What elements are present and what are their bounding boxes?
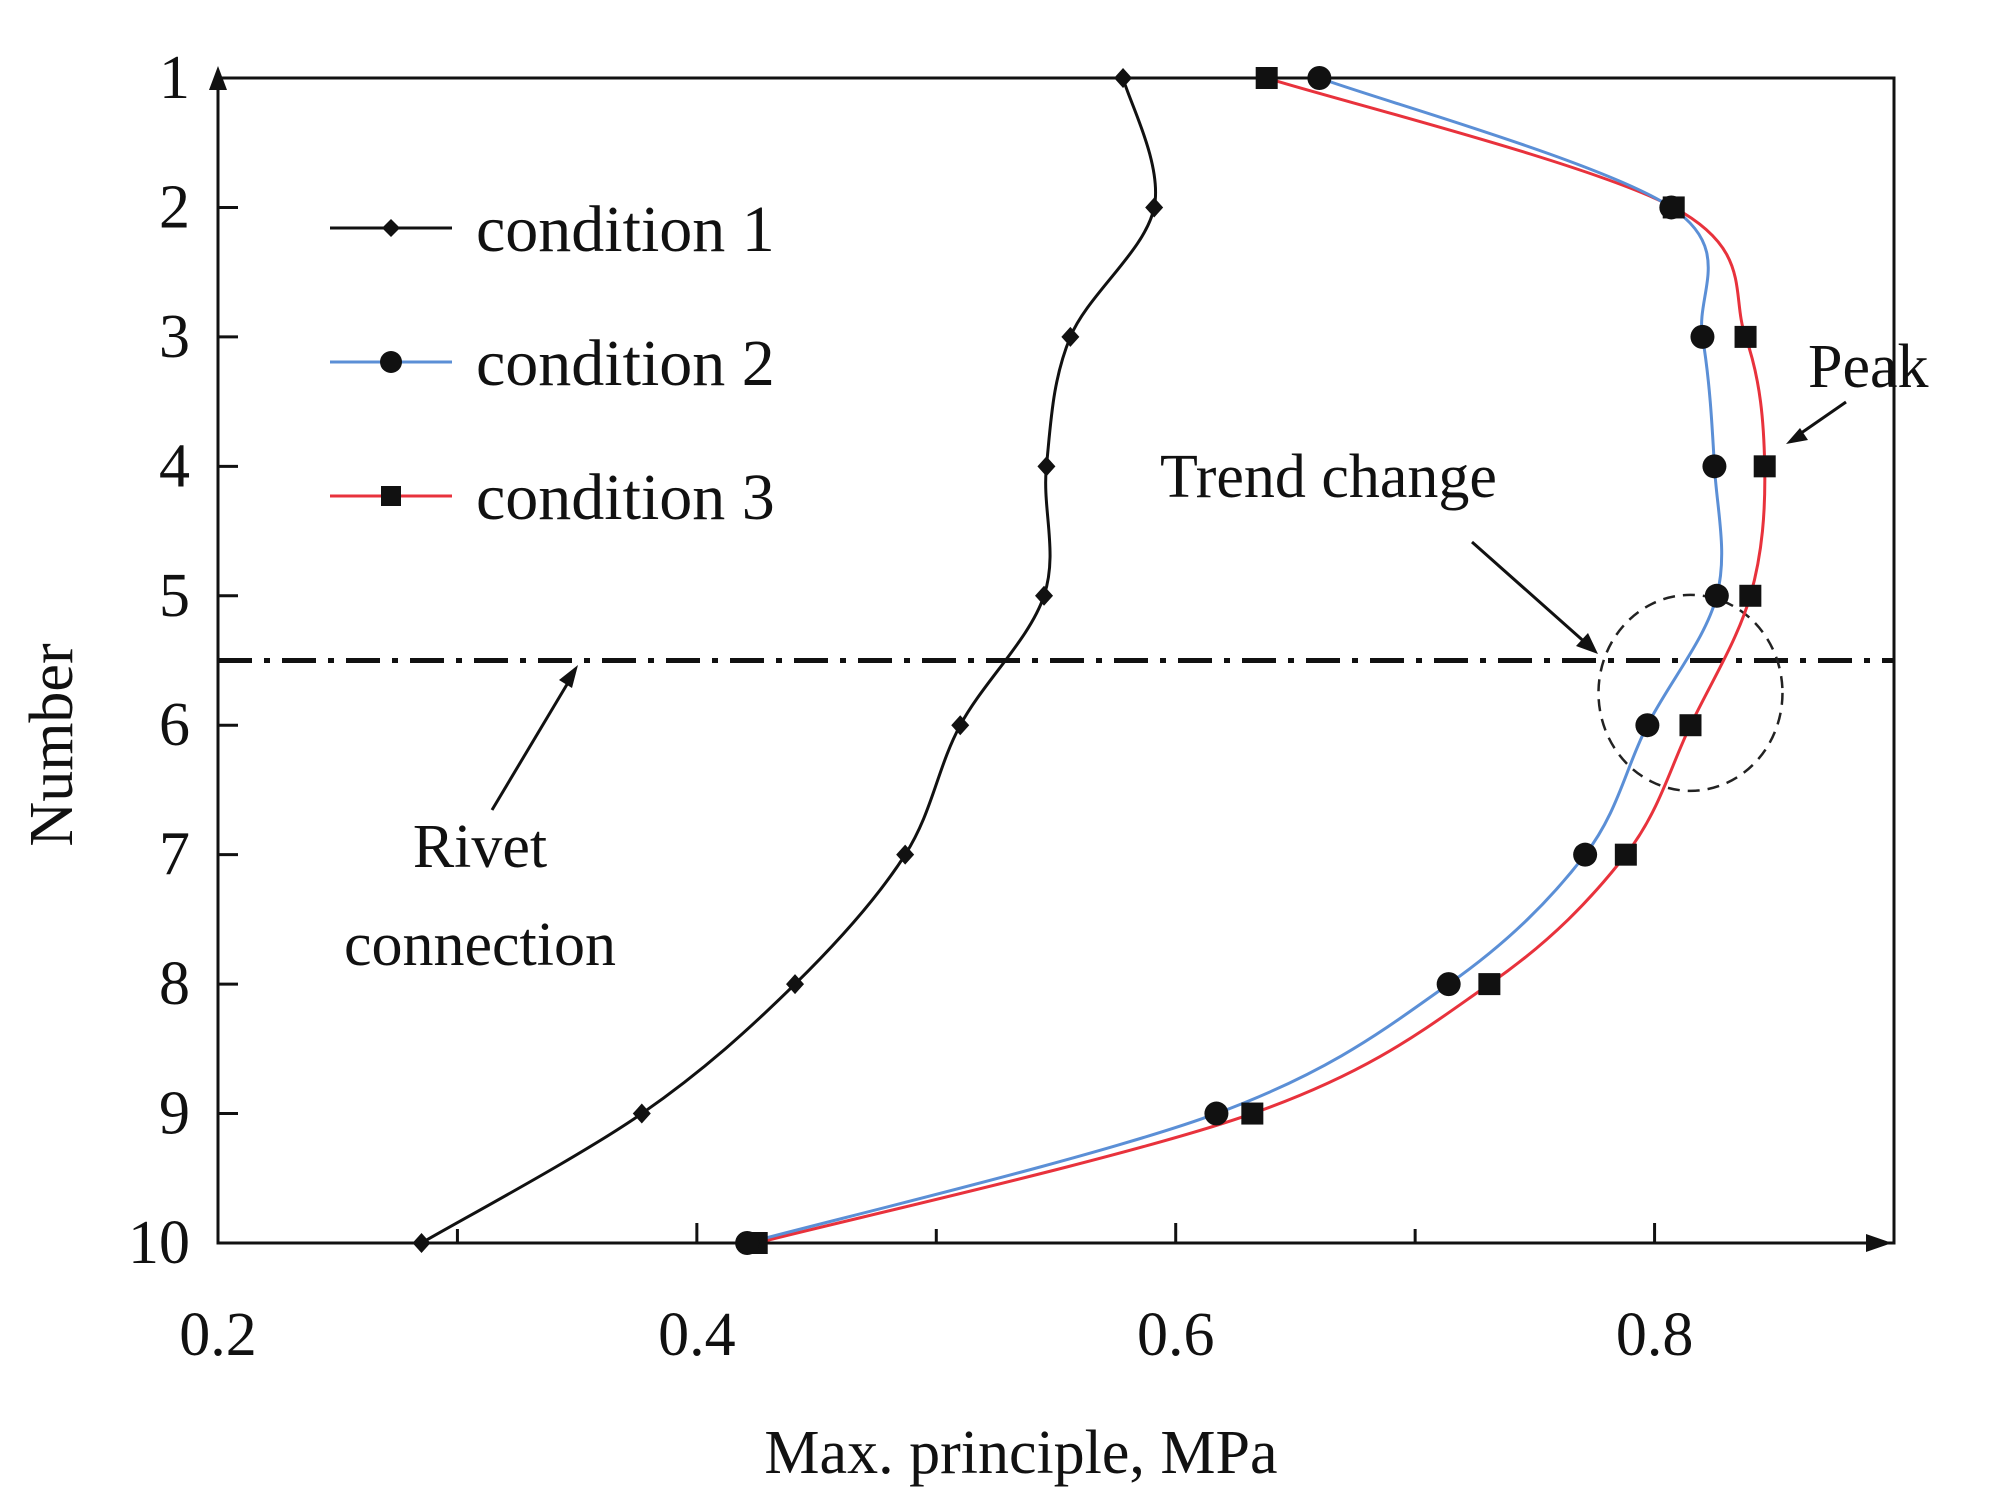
data-point-condition-3 xyxy=(1679,714,1702,737)
y-axis: 1 2 3 4 5 6 7 8 9 10 xyxy=(128,44,238,1277)
x-axis-title: Max. principle, MPa xyxy=(764,1419,1277,1487)
data-point-condition-1 xyxy=(1035,585,1054,606)
y-tick-label: 2 xyxy=(159,173,190,241)
data-point-condition-2 xyxy=(735,1231,760,1255)
data-point-condition-3 xyxy=(1739,584,1762,607)
data-point-condition-1 xyxy=(896,844,915,865)
y-axis-arrow xyxy=(209,66,227,1243)
rivet-arrow xyxy=(490,665,578,811)
legend-marker-diamond xyxy=(382,219,400,237)
series-line-condition-1 xyxy=(420,77,1157,1245)
data-point-condition-1 xyxy=(1061,326,1080,347)
x-axis-arrow xyxy=(1866,1234,1892,1252)
legend-item-condition-2: condition 2 xyxy=(330,327,775,400)
trend-change-arrow xyxy=(1471,540,1598,654)
data-point-condition-2 xyxy=(1635,713,1660,738)
y-tick-label: 9 xyxy=(159,1080,190,1148)
legend-marker-square xyxy=(381,486,401,506)
data-point-condition-1 xyxy=(1114,68,1133,88)
data-point-condition-3 xyxy=(1614,843,1637,866)
y-tick-label: 10 xyxy=(128,1209,190,1277)
data-point-condition-3 xyxy=(1753,455,1776,478)
trend-change-circle xyxy=(1597,593,1784,793)
data-point-condition-2 xyxy=(1690,324,1715,349)
x-tick-label: 0.2 xyxy=(179,1301,257,1369)
data-point-condition-2 xyxy=(1704,583,1729,608)
data-point-condition-1 xyxy=(1037,456,1056,477)
data-point-condition-2 xyxy=(1573,842,1598,867)
x-tick-label: 0.6 xyxy=(1137,1301,1215,1369)
data-point-condition-2 xyxy=(1436,972,1461,997)
annotation-peak: Peak xyxy=(1808,333,1929,401)
y-tick-label: 3 xyxy=(159,303,190,371)
data-point-condition-2 xyxy=(1204,1101,1229,1126)
legend-label-condition-3: condition 3 xyxy=(476,461,775,534)
data-point-condition-2 xyxy=(1307,66,1332,90)
legend-label-condition-2: condition 2 xyxy=(476,327,775,400)
data-point-condition-1 xyxy=(412,1233,431,1253)
annotation-rivet-line1: Rivet xyxy=(413,813,547,881)
annotation-rivet-line2: connection xyxy=(344,911,616,979)
data-point-condition-3 xyxy=(1734,325,1757,348)
data-point-condition-1 xyxy=(951,715,970,736)
data-point-condition-2 xyxy=(1702,454,1727,479)
x-tick-label: 0.8 xyxy=(1616,1301,1694,1369)
y-tick-label: 6 xyxy=(159,691,190,759)
y-tick-label: 7 xyxy=(159,821,190,889)
y-tick-label: 1 xyxy=(159,44,190,112)
x-axis: 0.2 0.4 0.6 0.8 xyxy=(179,1223,1693,1369)
legend: condition 1 condition 2 condition 3 xyxy=(330,193,775,534)
legend-item-condition-3: condition 3 xyxy=(330,461,775,534)
data-point-condition-1 xyxy=(1145,197,1164,218)
peak-arrow xyxy=(1786,400,1847,444)
legend-label-condition-1: condition 1 xyxy=(476,193,775,266)
data-point-condition-3 xyxy=(1478,973,1501,996)
y-tick-label: 4 xyxy=(159,432,190,500)
legend-marker-circle xyxy=(380,351,402,373)
x-tick-label: 0.4 xyxy=(658,1301,736,1369)
data-point-condition-1 xyxy=(786,974,805,995)
legend-item-condition-1: condition 1 xyxy=(330,193,775,266)
series-layer xyxy=(412,66,1776,1255)
data-point-condition-2 xyxy=(1659,195,1684,220)
data-point-condition-3 xyxy=(1241,1102,1264,1125)
data-point-condition-3 xyxy=(1255,67,1278,89)
y-axis-title: Number xyxy=(18,643,86,847)
annotation-trend-change: Trend change xyxy=(1160,443,1497,511)
y-tick-label: 5 xyxy=(159,562,190,630)
data-point-condition-1 xyxy=(632,1103,651,1124)
y-tick-label: 8 xyxy=(159,950,190,1018)
